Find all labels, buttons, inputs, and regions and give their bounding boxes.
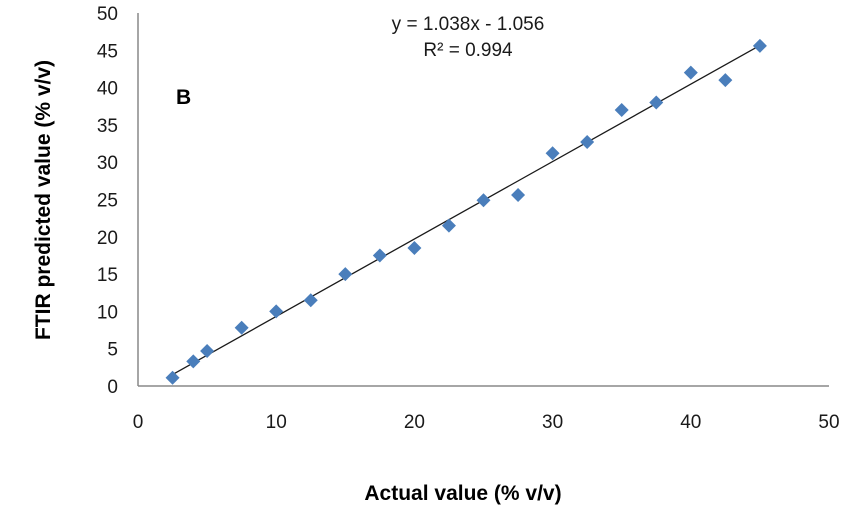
data-point	[186, 354, 201, 369]
trendline-group	[172, 44, 761, 376]
data-point	[545, 146, 560, 161]
x-tick-label: 50	[818, 412, 839, 433]
y-tick-label: 0	[107, 377, 118, 398]
x-tick-label: 0	[133, 412, 144, 433]
data-point	[649, 95, 664, 110]
y-tick-label: 45	[97, 41, 118, 62]
x-tick-labels: 0 10 20 30 40 50	[133, 412, 840, 433]
data-point	[200, 343, 215, 358]
x-tick-label: 20	[404, 412, 425, 433]
y-tick-label: 50	[97, 4, 118, 25]
data-point	[476, 193, 491, 208]
trendline-equation: y = 1.038x - 1.056	[392, 14, 545, 35]
axes	[137, 13, 829, 387]
data-point	[683, 65, 698, 80]
x-tick-label: 30	[542, 412, 563, 433]
data-points	[165, 38, 767, 385]
data-point	[614, 102, 629, 117]
y-tick-label: 35	[97, 116, 118, 137]
panel-label: B	[176, 86, 191, 109]
y-axis-title: FTIR predicted value (% v/v)	[32, 60, 55, 340]
data-point	[303, 293, 318, 308]
data-point	[165, 370, 180, 385]
y-tick-label: 30	[97, 153, 118, 174]
data-point	[269, 304, 284, 319]
y-tick-label: 10	[97, 302, 118, 323]
y-tick-label: 20	[97, 228, 118, 249]
x-axis-title: Actual value (% v/v)	[364, 482, 561, 505]
data-point	[372, 248, 387, 263]
data-point	[234, 320, 249, 335]
y-tick-label: 25	[97, 191, 118, 212]
y-tick-label: 15	[97, 265, 118, 286]
data-point	[580, 135, 595, 150]
trendline	[172, 44, 761, 376]
data-point	[338, 267, 353, 282]
y-tick-label: 40	[97, 79, 118, 100]
x-tick-label: 40	[680, 412, 701, 433]
data-point	[511, 188, 526, 203]
r-squared-label: R² = 0.994	[423, 40, 513, 61]
data-point	[718, 73, 733, 88]
data-point	[752, 38, 767, 53]
y-tick-labels: 0 5 10 15 20 25 30 35 40 45 50	[97, 4, 118, 398]
data-point	[407, 240, 422, 255]
x-tick-label: 10	[266, 412, 287, 433]
y-tick-label: 5	[107, 340, 118, 361]
data-point	[441, 218, 456, 233]
